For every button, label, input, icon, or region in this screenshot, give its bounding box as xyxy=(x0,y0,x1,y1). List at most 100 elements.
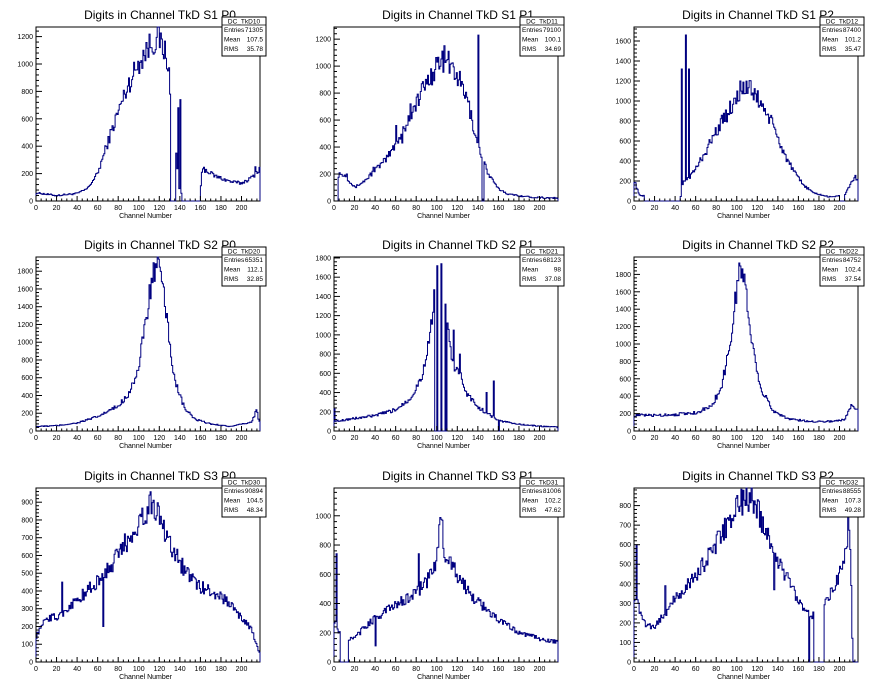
histogram-line xyxy=(633,34,859,202)
y-tick-label: 600 xyxy=(319,371,331,378)
stats-label: Entries xyxy=(822,257,843,264)
y-tick-label: 0 xyxy=(327,660,331,667)
x-tick-label: 60 xyxy=(94,435,102,442)
y-tick-label: 100 xyxy=(619,640,631,647)
y-tick-label: 1200 xyxy=(315,37,331,44)
y-tick-label: 400 xyxy=(21,144,33,151)
y-tick-label: 0 xyxy=(29,429,33,436)
y-tick-label: 0 xyxy=(29,660,33,667)
x-tick-label: 40 xyxy=(73,435,81,442)
stats-rms-value: 49.28 xyxy=(845,507,862,514)
x-tick-label: 160 xyxy=(195,205,207,212)
y-tick-label: 1800 xyxy=(615,272,631,279)
y-tick-label: 1800 xyxy=(17,269,33,276)
x-tick-label: 120 xyxy=(153,666,165,673)
stats-mean-value: 107.5 xyxy=(247,37,264,44)
x-tick-label: 160 xyxy=(793,666,805,673)
x-axis-label: Channel Number xyxy=(417,213,471,220)
stats-frame xyxy=(221,246,267,287)
x-tick-label: 160 xyxy=(493,435,505,442)
y-tick-label: 1000 xyxy=(315,513,331,520)
stats-rms-value: 34.69 xyxy=(545,46,562,53)
stats-rms-value: 37.08 xyxy=(545,276,562,283)
stats-label: Mean xyxy=(822,37,839,44)
histogram-panel: Digits in Channel TkD S3 P1 0 20 40 60 80 100 1… xyxy=(315,469,565,681)
y-tick-label: 200 xyxy=(619,179,631,186)
plot-frame xyxy=(333,26,559,202)
histogram-panel: Digits in Channel TkD S2 P0 0 20 40 60 80 100 1… xyxy=(17,238,267,450)
x-tick-label: 200 xyxy=(534,205,546,212)
y-tick-label: 0 xyxy=(627,429,631,436)
histogram-panel: Digits in Channel TkD S1 P0 0 20 40 60 80 100 1… xyxy=(17,8,267,220)
stats-label: RMS xyxy=(822,46,837,53)
y-tick-label: 1000 xyxy=(17,61,33,68)
stats-entries-value: 81006 xyxy=(543,488,561,495)
x-tick-label: 80 xyxy=(412,666,420,673)
x-tick-label: 0 xyxy=(34,435,38,442)
histogram-panel: Digits in Channel TkD S1 P2 0 20 40 60 80 100 1… xyxy=(615,8,865,220)
stats-mean-value: 112.1 xyxy=(247,267,263,274)
y-tick-label: 500 xyxy=(21,571,33,578)
y-tick-label: 800 xyxy=(619,359,631,366)
plot-frame xyxy=(633,26,859,202)
y-tick-label: 400 xyxy=(619,394,631,401)
histogram-panel: Digits in Channel TkD S1 P1 0 20 40 60 80 100 1… xyxy=(315,8,565,220)
panel-title: Digits in Channel TkD S2 P0 xyxy=(84,238,236,252)
stats-mean-value: 100.1 xyxy=(545,37,562,44)
x-tick-label: 120 xyxy=(153,205,165,212)
y-tick-label: 400 xyxy=(619,581,631,588)
x-tick-label: 20 xyxy=(351,666,359,673)
stats-frame xyxy=(221,16,267,57)
x-tick-label: 80 xyxy=(114,205,122,212)
histogram-panel: Digits in Channel TkD S2 P2 0 20 40 60 80 100 1… xyxy=(615,238,865,450)
x-tick-label: 40 xyxy=(371,435,379,442)
y-tick-label: 200 xyxy=(619,411,631,418)
y-tick-label: 300 xyxy=(619,601,631,608)
x-tick-label: 60 xyxy=(392,205,400,212)
x-tick-label: 0 xyxy=(34,205,38,212)
histogram-panel: Digits in Channel TkD S3 P2 0 20 40 60 80 100 1… xyxy=(619,469,865,681)
y-tick-label: 200 xyxy=(619,620,631,627)
panel-title: Digits in Channel TkD S1 P2 xyxy=(682,8,834,22)
stats-frame xyxy=(519,477,565,518)
x-tick-label: 180 xyxy=(215,666,227,673)
x-tick-label: 120 xyxy=(451,666,463,673)
stats-name: DC_TkD30 xyxy=(228,480,261,487)
x-tick-label: 180 xyxy=(215,205,227,212)
y-tick-label: 200 xyxy=(319,409,331,416)
y-tick-label: 1200 xyxy=(615,79,631,86)
y-tick-label: 1200 xyxy=(17,34,33,41)
x-tick-label: 80 xyxy=(114,435,122,442)
stats-label: Mean xyxy=(224,498,241,505)
y-tick-label: 1600 xyxy=(615,39,631,46)
x-axis-label: Channel Number xyxy=(119,443,173,450)
panel-title: Digits in Channel TkD S3 P2 xyxy=(682,469,834,483)
stats-rms-value: 35.78 xyxy=(247,46,264,53)
stats-label: RMS xyxy=(224,507,239,514)
x-axis-label: Channel Number xyxy=(417,443,471,450)
x-tick-label: 60 xyxy=(692,435,700,442)
plot-frame xyxy=(333,487,559,663)
stats-rms-value: 47.62 xyxy=(545,507,562,514)
y-tick-label: 0 xyxy=(327,199,331,206)
x-tick-label: 60 xyxy=(94,205,102,212)
stats-label: Entries xyxy=(522,27,543,34)
x-tick-label: 180 xyxy=(513,205,525,212)
y-tick-label: 1000 xyxy=(17,340,33,347)
stats-rms-value: 35.47 xyxy=(845,46,862,53)
stats-label: Mean xyxy=(224,37,241,44)
x-tick-label: 160 xyxy=(493,205,505,212)
stats-frame xyxy=(819,16,865,57)
stats-label: Entries xyxy=(224,27,245,34)
histogram-panel: Digits in Channel TkD S3 P0 0 20 40 60 80 100 1… xyxy=(21,469,267,681)
y-tick-label: 800 xyxy=(319,91,331,98)
stats-entries-value: 84752 xyxy=(843,257,861,264)
x-tick-label: 180 xyxy=(813,666,825,673)
stats-label: Mean xyxy=(822,267,839,274)
y-tick-label: 200 xyxy=(319,630,331,637)
stats-label: RMS xyxy=(522,46,537,53)
